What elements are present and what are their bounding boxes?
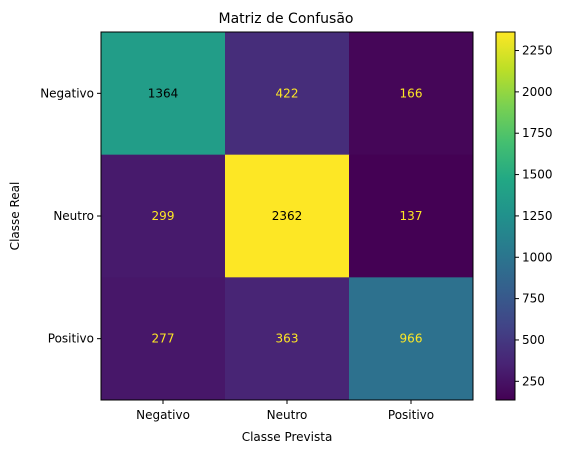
colorbar-tick-label: 500 (522, 333, 545, 347)
cell-value-label: 2362 (272, 209, 303, 223)
colorbar-tick-label: 1500 (522, 168, 553, 182)
x-axis-label: Classe Prevista (242, 430, 333, 444)
y-axis-ticks: Negativo Neutro Positivo (40, 86, 101, 346)
x-tick-label: Negativo (136, 408, 190, 422)
cell-value-label: 137 (400, 209, 423, 223)
heatmap-cell (349, 154, 474, 278)
cell-value-label: 363 (276, 332, 299, 346)
x-axis-ticks: Negativo Neutro Positivo (136, 400, 434, 422)
colorbar-tick-label: 2000 (522, 85, 553, 99)
heatmap-cell (225, 277, 350, 401)
heatmap-cells (101, 32, 474, 401)
colorbar-tick-label: 1250 (522, 209, 553, 223)
cell-value-label: 166 (400, 86, 423, 100)
heatmap-cell (101, 277, 226, 401)
heatmap-cell (101, 32, 226, 156)
y-axis-label: Classe Real (8, 182, 22, 251)
chart-title: Matriz de Confusão (219, 11, 354, 27)
y-tick-label: Negativo (40, 86, 94, 100)
colorbar (496, 32, 515, 400)
colorbar-tick-label: 1750 (522, 126, 553, 140)
heatmap-cell (225, 32, 350, 156)
heatmap-cell (225, 154, 350, 278)
heatmap-cell (349, 32, 474, 156)
cell-value-label: 422 (276, 86, 299, 100)
colorbar-tick-label: 2250 (522, 44, 553, 58)
x-tick-label: Neutro (267, 408, 308, 422)
y-tick-label: Positivo (48, 332, 94, 346)
heatmap-cell (349, 277, 474, 401)
colorbar-ticks: 250 500 750 1000 1250 1500 1750 2000 2250 (515, 44, 553, 388)
colorbar-tick-label: 1000 (522, 250, 553, 264)
cell-value-label: 299 (152, 209, 175, 223)
colorbar-tick-label: 250 (522, 374, 545, 388)
y-tick-label: Neutro (53, 209, 94, 223)
cell-value-label: 277 (152, 332, 175, 346)
cell-value-label: 1364 (148, 86, 179, 100)
heatmap-cell-labels: 1364 422 166 299 2362 137 277 363 966 (148, 86, 423, 345)
colorbar-tick-label: 750 (522, 292, 545, 306)
cell-value-label: 966 (400, 332, 423, 346)
x-tick-label: Positivo (388, 408, 434, 422)
heatmap-cell (101, 154, 226, 278)
